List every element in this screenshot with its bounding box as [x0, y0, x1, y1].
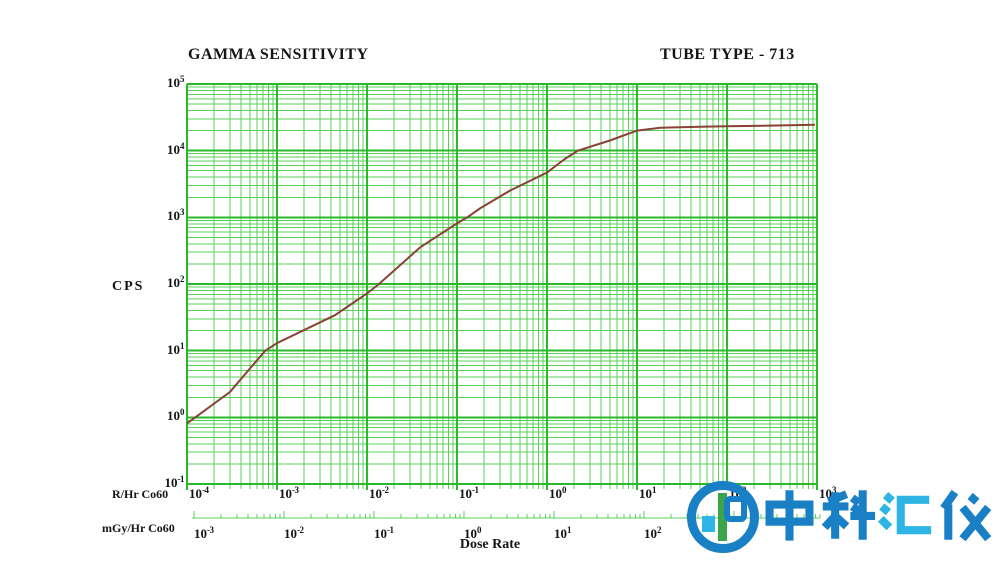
y-axis-title: CPS — [112, 279, 145, 294]
watermark-green-bar-icon — [718, 493, 727, 541]
tick-base: 10 — [279, 486, 292, 501]
y-tick-label-10e-1: 10-1 — [137, 474, 185, 490]
tick-base: 10 — [819, 486, 832, 501]
tube-type-label: TUBE TYPE - 713 — [660, 46, 795, 63]
tick-base: 10 — [167, 142, 180, 157]
tick-base: 10 — [167, 208, 180, 223]
watermark-char-stroke — [821, 513, 839, 531]
watermark-char-stroke — [959, 504, 992, 542]
watermark-char-stroke — [967, 492, 980, 505]
tick-exponent: 2 — [657, 525, 662, 535]
tick-base: 10 — [194, 526, 207, 541]
x-tick-r-label-10e-1: 10-1 — [459, 485, 479, 501]
y-tick-label-10e0: 100 — [137, 407, 185, 423]
watermark-char-stroke — [882, 491, 895, 504]
tick-base: 10 — [284, 526, 297, 541]
x-tick-mgy-label-10e2: 102 — [644, 525, 662, 541]
tick-exponent: -1 — [472, 485, 479, 495]
watermark-text — [761, 486, 992, 544]
y-tick-label-10e2: 102 — [137, 274, 185, 290]
y-tick-label-10e4: 104 — [137, 141, 185, 157]
tick-exponent: 3 — [180, 207, 185, 217]
x-tick-r-label-10e3: 103 — [819, 485, 837, 501]
tick-exponent: -4 — [202, 485, 209, 495]
watermark-square-icon — [724, 496, 747, 522]
watermark-char-stroke — [765, 500, 814, 526]
tick-base: 10 — [369, 486, 382, 501]
tick-base: 10 — [164, 475, 178, 490]
watermark-char-仪 — [940, 489, 992, 542]
watermark-char-stroke — [896, 495, 932, 535]
tick-base: 10 — [549, 486, 562, 501]
tick-exponent: 4 — [180, 141, 185, 151]
tick-exponent: 1 — [180, 341, 185, 351]
tick-exponent: 1 — [567, 525, 572, 535]
tick-base: 10 — [644, 526, 657, 541]
watermark-char-stroke — [877, 515, 893, 531]
tick-exponent: 0 — [477, 525, 482, 535]
x-tick-r-label-10e1: 101 — [639, 485, 657, 501]
sensitivity-curve — [186, 123, 816, 425]
x-tick-r-label-10e-4: 10-4 — [189, 485, 209, 501]
tick-base: 10 — [167, 275, 180, 290]
watermark-char-stroke — [849, 494, 862, 506]
tick-exponent: 3 — [832, 485, 837, 495]
tick-exponent: -3 — [292, 485, 299, 495]
chart-title: GAMMA SENSITIVITY — [188, 46, 369, 63]
tick-exponent: 2 — [180, 274, 185, 284]
tick-base: 10 — [464, 526, 477, 541]
y-tick-label-10e5: 105 — [137, 74, 185, 90]
x-tick-mgy-label-10e1: 101 — [554, 525, 572, 541]
tick-base: 10 — [167, 75, 180, 90]
x-tick-mgy-label-10e-2: 10-2 — [284, 525, 304, 541]
x-tick-r-label-10e-2: 10-2 — [369, 485, 389, 501]
tick-base: 10 — [459, 486, 472, 501]
tick-exponent: 5 — [180, 74, 185, 84]
x-tick-r-label-10e0: 100 — [549, 485, 567, 501]
watermark-ring-icon — [687, 481, 759, 553]
tick-base: 10 — [374, 526, 387, 541]
x-axis-secondary-unit: mGy/Hr Co60 — [102, 521, 175, 535]
tick-exponent: -2 — [382, 485, 389, 495]
tick-exponent: -3 — [207, 525, 214, 535]
x-tick-mgy-label-10e-3: 10-3 — [194, 525, 214, 541]
watermark-char-stroke — [879, 503, 892, 516]
tick-exponent: -1 — [177, 474, 185, 484]
x-tick-r-label-10e-3: 10-3 — [279, 485, 299, 501]
tick-exponent: 0 — [562, 485, 567, 495]
watermark-char-stroke — [826, 490, 849, 506]
tick-base: 10 — [639, 486, 652, 501]
watermark-char-stroke — [849, 503, 862, 515]
tick-exponent: -2 — [297, 525, 304, 535]
x-tick-mgy-label-10e0: 100 — [464, 525, 482, 541]
plot-grid — [186, 83, 818, 490]
tick-base: 10 — [167, 408, 180, 423]
watermark-char-中 — [765, 490, 814, 541]
watermark-char-科 — [821, 490, 876, 540]
watermark-char-stroke — [832, 512, 850, 530]
y-tick-label-10e3: 103 — [137, 207, 185, 223]
tick-base: 10 — [554, 526, 567, 541]
tick-exponent: 0 — [180, 407, 185, 417]
tick-exponent: -1 — [387, 525, 394, 535]
y-tick-label-10e1: 101 — [137, 341, 185, 357]
watermark-char-汇 — [877, 491, 932, 535]
x-axis-title: Dose Rate — [459, 537, 521, 552]
tick-base: 10 — [189, 486, 202, 501]
x-tick-mgy-label-10e-1: 10-1 — [374, 525, 394, 541]
x-axis-primary-unit: R/Hr Co60 — [112, 487, 169, 501]
tick-base: 10 — [167, 342, 180, 357]
tick-exponent: 1 — [652, 485, 657, 495]
watermark-cyan-block-icon — [702, 516, 715, 532]
